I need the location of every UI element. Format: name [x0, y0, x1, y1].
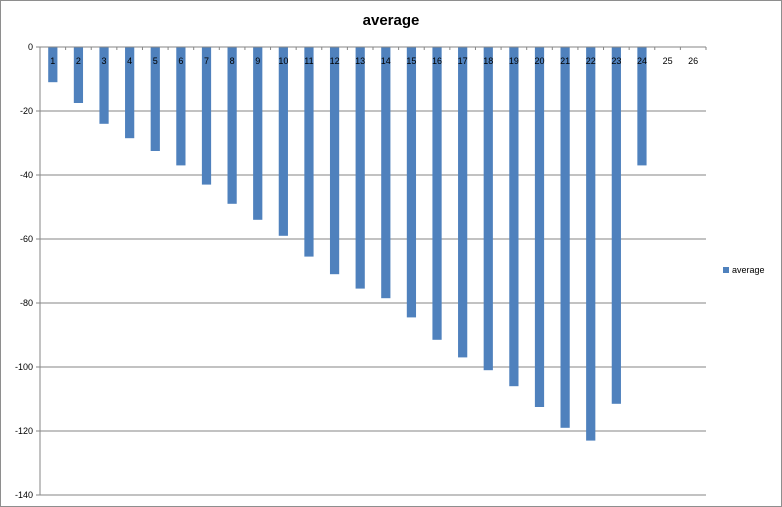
x-tick-label: 20	[534, 56, 544, 66]
gridlines	[36, 46, 706, 496]
x-tick-label: 2	[76, 56, 81, 66]
x-tick-label: 14	[381, 56, 391, 66]
x-tick-label: 11	[304, 56, 313, 66]
bar	[458, 47, 468, 358]
legend-swatch	[723, 267, 729, 273]
bar	[637, 47, 647, 166]
y-tick-label: 0	[28, 42, 33, 52]
bar	[201, 47, 212, 185]
legend: average	[723, 265, 765, 275]
x-tick-label: 23	[611, 56, 621, 66]
y-tick-label: -60	[20, 234, 33, 244]
x-tick-label: 16	[432, 56, 442, 66]
bar	[355, 47, 365, 289]
bar	[150, 47, 160, 151]
legend-label: average	[732, 265, 765, 275]
y-tick-label: -20	[20, 106, 33, 116]
x-tick-label: 22	[586, 56, 596, 66]
bar-series	[48, 47, 647, 441]
bar	[432, 47, 442, 340]
x-tick-label: 13	[355, 56, 365, 66]
x-tick-label: 21	[560, 56, 570, 66]
x-tick-label: 1	[50, 56, 55, 66]
x-tick-label: 15	[406, 56, 416, 66]
bar	[48, 47, 58, 83]
y-tick-label: -140	[15, 490, 33, 500]
bar	[176, 47, 186, 166]
y-tick-label: -80	[20, 298, 33, 308]
x-tick-label: 17	[458, 56, 468, 66]
bar	[509, 47, 519, 387]
x-tick-label: 9	[255, 56, 260, 66]
x-tick-label: 3	[102, 56, 107, 66]
x-tick-label: 25	[663, 56, 673, 66]
bar	[304, 47, 314, 257]
x-tick-label: 7	[204, 56, 209, 66]
x-tick-label: 8	[230, 56, 235, 66]
bar	[586, 47, 596, 441]
x-tick-label: 19	[509, 56, 519, 66]
x-tick-labels: 1 2 3 4 5 6 7 8 9 10 11 12 13 14 15 16 17 18 19 20 21 22 23 24 2…	[39, 47, 707, 66]
bar	[611, 47, 621, 404]
bar	[278, 47, 288, 236]
bar	[534, 47, 545, 407]
chart-title: average	[362, 12, 420, 29]
x-tick-label: 18	[483, 56, 493, 66]
y-tick-label: -100	[15, 362, 33, 372]
bar	[99, 47, 109, 124]
x-tick-label: 5	[153, 56, 158, 66]
y-tick-label: -120	[15, 426, 33, 436]
x-tick-label: 26	[688, 56, 698, 66]
bar	[73, 47, 84, 103]
y-tick-label: -40	[20, 170, 33, 180]
bar	[125, 47, 135, 139]
x-tick-label: 10	[278, 56, 288, 66]
axes	[39, 46, 706, 495]
bar	[483, 47, 493, 371]
bar	[329, 47, 340, 275]
bar	[406, 47, 417, 318]
x-tick-label: 12	[330, 56, 340, 66]
bar	[253, 47, 263, 220]
y-tick-labels: 0 -20 -40 -60 -80 -100 -120 -140	[15, 42, 33, 500]
x-tick-label: 24	[637, 56, 647, 66]
bar	[227, 47, 237, 204]
x-tick-label: 4	[127, 56, 132, 66]
bar	[381, 47, 391, 299]
x-tick-label: 6	[178, 56, 183, 66]
bar	[560, 47, 570, 428]
